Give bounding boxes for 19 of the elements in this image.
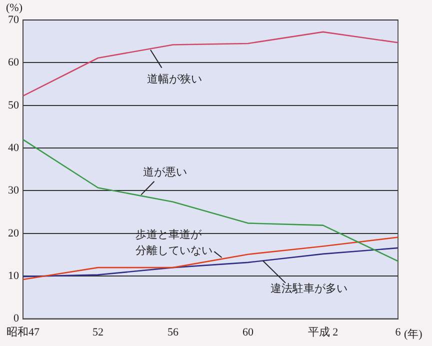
y-tick-label: 40 [8, 142, 20, 154]
y-tick-label: 20 [8, 227, 20, 240]
y-tick-label: 50 [8, 99, 20, 112]
x-tick-label: 平成 2 [308, 325, 338, 338]
y-tick-label: 0 [14, 312, 20, 325]
series-label: 道が悪い [143, 166, 187, 178]
y-tick-label: 70 [8, 14, 20, 26]
y-tick-label: 30 [8, 184, 20, 197]
x-tick-label: 6 [395, 326, 402, 338]
y-tick-label: 10 [8, 270, 20, 282]
x-tick-label: 60 [242, 326, 254, 338]
x-tick-label: 52 [92, 326, 104, 338]
y-axis-title: (%) [6, 2, 23, 14]
x-axis-title: (年) [404, 328, 423, 341]
text: 違法駐車が多い [270, 282, 348, 295]
text: 道幅が狭い [146, 72, 202, 86]
x-tick-label: 56 [168, 326, 179, 338]
y-tick-label: 60 [8, 56, 20, 69]
x-tick-label: 昭和47 [6, 325, 40, 338]
